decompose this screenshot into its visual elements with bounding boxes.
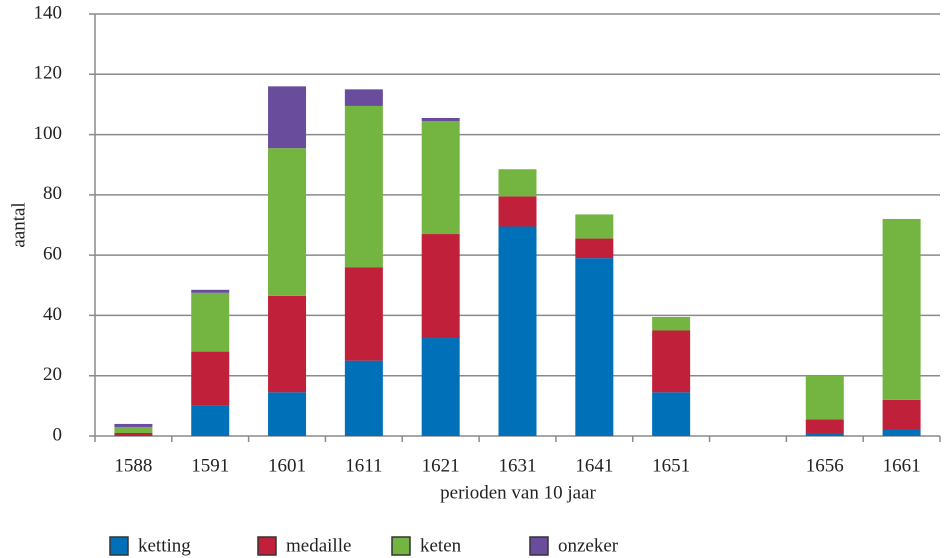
bar-segment: [191, 351, 230, 406]
y-tick-label: 20: [43, 364, 62, 385]
bar-segment: [344, 267, 383, 361]
y-tick-label: 100: [34, 123, 63, 144]
bar-segment: [652, 392, 691, 436]
bar-segment: [421, 117, 460, 122]
bar-segment: [498, 196, 537, 227]
x-tick-label: 1588: [114, 455, 152, 476]
bar-segment: [652, 330, 691, 393]
y-axis-label: aantal: [8, 202, 29, 247]
bar-segment: [268, 86, 307, 149]
bar-segment: [882, 399, 921, 430]
bar-segment: [191, 405, 230, 436]
bar-segment: [268, 392, 307, 436]
bar-segment: [575, 214, 614, 239]
legend-label: ketting: [138, 535, 191, 556]
legend-label: onzeker: [558, 535, 619, 556]
bar-segment: [268, 295, 307, 393]
bar-segment: [805, 375, 844, 420]
bar-segment: [882, 429, 921, 436]
x-tick-label: 1621: [422, 455, 460, 476]
y-tick-label: 120: [34, 63, 63, 84]
x-tick-label: 1661: [883, 455, 921, 476]
legend-swatch: [257, 536, 277, 556]
bar-segment: [191, 292, 230, 352]
legend-label: keten: [420, 535, 462, 556]
bar-segment: [805, 419, 844, 433]
bar-segment: [498, 169, 537, 197]
x-tick-label: 1651: [652, 455, 690, 476]
bar-segment: [575, 258, 614, 436]
bar-segment: [882, 218, 921, 400]
x-tick-label: 1641: [575, 455, 613, 476]
bar-segment: [114, 423, 153, 427]
legend-label: medaille: [286, 535, 351, 556]
y-tick-label: 0: [53, 424, 63, 445]
bar-segment: [344, 360, 383, 436]
bar-segment: [421, 234, 460, 339]
legend-swatch: [529, 536, 549, 556]
y-tick-label: 40: [43, 304, 62, 325]
bar-segment: [114, 432, 153, 436]
bar-segment: [498, 226, 537, 436]
bar-segment: [268, 148, 307, 296]
legend-swatch: [391, 536, 411, 556]
bar-segment: [652, 316, 691, 331]
bar-segment: [421, 121, 460, 235]
bar-segment: [191, 289, 230, 293]
y-tick-label: 60: [43, 244, 62, 265]
x-tick-label: 1601: [268, 455, 306, 476]
bar-segment: [344, 89, 383, 106]
bar-segment: [575, 238, 614, 259]
y-tick-label: 80: [43, 183, 62, 204]
x-tick-label: 1656: [806, 455, 844, 476]
x-tick-label: 1591: [191, 455, 229, 476]
bar-segment: [805, 432, 844, 436]
legend-swatch: [109, 536, 129, 556]
x-tick-label: 1631: [499, 455, 537, 476]
x-axis-label: perioden van 10 jaar: [440, 482, 596, 503]
bar-segment: [421, 338, 460, 436]
bar-segment: [344, 105, 383, 268]
x-tick-label: 1611: [345, 455, 382, 476]
y-tick-label: 140: [34, 2, 63, 23]
bar-segment: [114, 426, 153, 433]
